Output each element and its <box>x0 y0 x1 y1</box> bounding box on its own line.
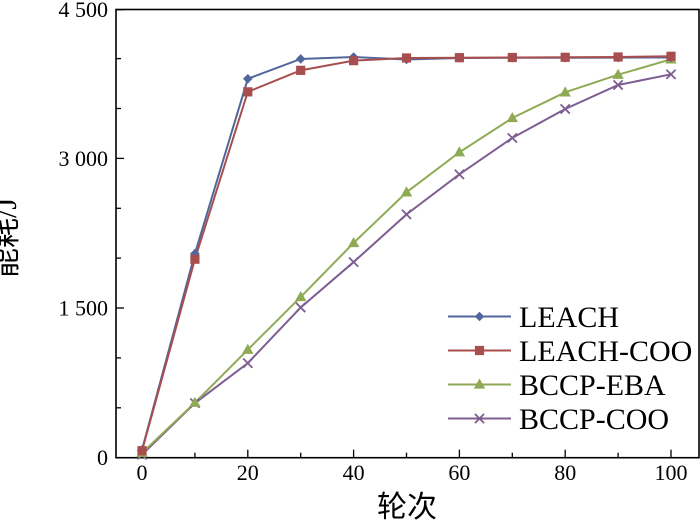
svg-text:BCCP-COO: BCCP-COO <box>519 403 669 436</box>
svg-text:3 000: 3 000 <box>59 146 109 171</box>
svg-text:4 500: 4 500 <box>59 0 109 22</box>
svg-text:100: 100 <box>655 460 688 485</box>
svg-text:BCCP-EBA: BCCP-EBA <box>519 369 666 402</box>
svg-text:80: 80 <box>554 460 576 485</box>
svg-text:LEACH-COO: LEACH-COO <box>519 335 692 368</box>
svg-text:0: 0 <box>97 445 108 470</box>
svg-text:轮次: 轮次 <box>377 491 437 524</box>
svg-text:0: 0 <box>137 460 148 485</box>
svg-text:60: 60 <box>448 460 470 485</box>
svg-text:1 500: 1 500 <box>59 296 109 321</box>
svg-text:LEACH: LEACH <box>519 301 619 334</box>
svg-text:40: 40 <box>343 460 365 485</box>
svg-text:20: 20 <box>237 460 259 485</box>
svg-text:能耗/J: 能耗/J <box>0 198 23 278</box>
